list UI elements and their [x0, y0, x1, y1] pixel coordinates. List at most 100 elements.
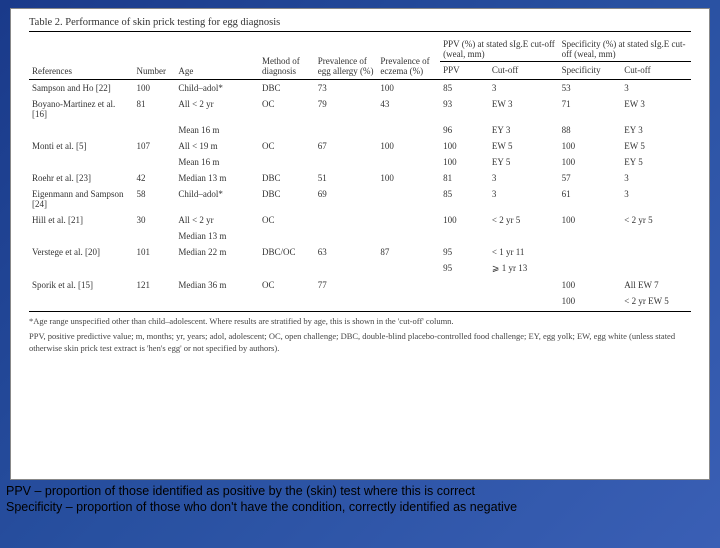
cell-cut2: EW 3: [621, 96, 691, 122]
cell-cut2: [621, 260, 691, 277]
footnote-2: PPV, positive predictive value; m, month…: [29, 331, 691, 354]
table-row: Sporik et al. [15]121Median 36 mOC77100A…: [29, 277, 691, 293]
cell-cut1: EW 5: [489, 138, 559, 154]
col-age: Age: [175, 36, 259, 80]
table-row: 100< 2 yr EW 5: [29, 293, 691, 312]
cell-n: 101: [134, 244, 176, 260]
cell-spec: 100: [559, 277, 622, 293]
cell-age: All < 2 yr: [175, 212, 259, 228]
cell-cut2: EY 5: [621, 154, 691, 170]
cell-ppv: 96: [440, 122, 489, 138]
cell-ref: [29, 228, 134, 244]
cell-cut1: [489, 228, 559, 244]
cell-age: Mean 16 m: [175, 122, 259, 138]
cell-n: [134, 293, 176, 312]
cell-pa: 73: [315, 80, 378, 97]
cell-method: OC: [259, 277, 315, 293]
cell-ppv: 100: [440, 212, 489, 228]
cell-pe: [377, 277, 440, 293]
cell-ref: Sampson and Ho [22]: [29, 80, 134, 97]
cell-n: 81: [134, 96, 176, 122]
cell-cut1: 3: [489, 186, 559, 212]
cell-method: [259, 293, 315, 312]
table-card: Table 2. Performance of skin prick testi…: [10, 8, 710, 480]
cell-ref: Monti et al. [5]: [29, 138, 134, 154]
cell-ppv: 95: [440, 260, 489, 277]
cell-ppv: 85: [440, 80, 489, 97]
cell-cut2: EW 5: [621, 138, 691, 154]
cell-method: [259, 154, 315, 170]
cell-spec: 100: [559, 293, 622, 312]
col-prev-allergy: Prevalence of egg allergy (%): [315, 36, 378, 80]
cell-spec: 100: [559, 138, 622, 154]
cell-age: All < 2 yr: [175, 96, 259, 122]
cell-age: Median 36 m: [175, 277, 259, 293]
cell-ppv: 85: [440, 186, 489, 212]
cell-n: 42: [134, 170, 176, 186]
cell-cut2: 3: [621, 186, 691, 212]
table-body: Sampson and Ho [22]100Child–adol*DBC7310…: [29, 80, 691, 312]
col-references: References: [29, 36, 134, 80]
cell-age: Child–adol*: [175, 80, 259, 97]
cell-spec: 57: [559, 170, 622, 186]
cell-cut1: [489, 293, 559, 312]
cell-cut2: < 2 yr 5: [621, 212, 691, 228]
col-cutoff-1: Cut-off: [489, 62, 559, 80]
cell-n: [134, 260, 176, 277]
table-row: Mean 16 m100EY 5100EY 5: [29, 154, 691, 170]
cell-method: OC: [259, 212, 315, 228]
cell-pe: 100: [377, 80, 440, 97]
cell-pa: [315, 293, 378, 312]
cell-age: Mean 16 m: [175, 154, 259, 170]
cell-n: 58: [134, 186, 176, 212]
cell-method: [259, 260, 315, 277]
col-specificity: Specificity: [559, 62, 622, 80]
cell-ref: Eigenmann and Sampson [24]: [29, 186, 134, 212]
cell-ref: Sporik et al. [15]: [29, 277, 134, 293]
cell-pe: [377, 228, 440, 244]
cell-ref: Hill et al. [21]: [29, 212, 134, 228]
cell-ppv: 95: [440, 244, 489, 260]
col-ppv: PPV: [440, 62, 489, 80]
table-row: Roehr et al. [23]42Median 13 mDBC5110081…: [29, 170, 691, 186]
cell-cut1: ⩾ 1 yr 13: [489, 260, 559, 277]
cell-age: Median 22 m: [175, 244, 259, 260]
cell-spec: [559, 260, 622, 277]
table-title: Table 2. Performance of skin prick testi…: [29, 17, 691, 32]
cell-method: OC: [259, 138, 315, 154]
cell-ppv: [440, 228, 489, 244]
cell-pe: [377, 186, 440, 212]
table-row: Sampson and Ho [22]100Child–adol*DBC7310…: [29, 80, 691, 97]
cell-spec: 100: [559, 154, 622, 170]
cell-ppv: 93: [440, 96, 489, 122]
cell-cut1: [489, 277, 559, 293]
cell-method: DBC: [259, 186, 315, 212]
table-row: Monti et al. [5]107All < 19 mOC67100100E…: [29, 138, 691, 154]
cell-method: OC: [259, 96, 315, 122]
col-cutoff-2: Cut-off: [621, 62, 691, 80]
cell-pe: 43: [377, 96, 440, 122]
cell-spec: [559, 244, 622, 260]
cell-ref: [29, 260, 134, 277]
cell-ppv: 100: [440, 154, 489, 170]
cell-spec: 88: [559, 122, 622, 138]
cell-pa: [315, 122, 378, 138]
cell-n: [134, 228, 176, 244]
cell-pa: 51: [315, 170, 378, 186]
cell-ppv: 100: [440, 138, 489, 154]
cell-method: [259, 228, 315, 244]
cell-pa: 67: [315, 138, 378, 154]
cell-method: [259, 122, 315, 138]
col-method: Method of diagnosis: [259, 36, 315, 80]
table-row: Boyano-Martinez et al. [16]81All < 2 yrO…: [29, 96, 691, 122]
table-row: Eigenmann and Sampson [24]58Child–adol*D…: [29, 186, 691, 212]
cell-n: 121: [134, 277, 176, 293]
cell-pa: 63: [315, 244, 378, 260]
table-row: Mean 16 m96EY 388EY 3: [29, 122, 691, 138]
cell-pe: 100: [377, 138, 440, 154]
cell-cut1: EY 3: [489, 122, 559, 138]
cell-ref: [29, 293, 134, 312]
cell-age: Median 13 m: [175, 170, 259, 186]
cell-pa: 79: [315, 96, 378, 122]
cell-n: [134, 122, 176, 138]
